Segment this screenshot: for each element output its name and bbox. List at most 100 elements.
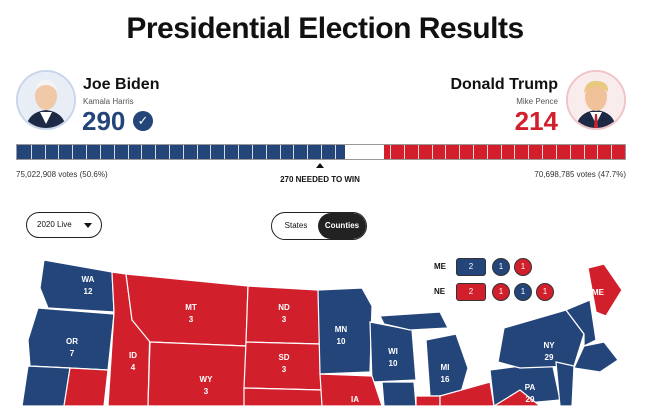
bar-separator [445,145,447,159]
bar-separator [293,145,295,159]
ne-district-2: 1 [514,283,532,301]
label-ny-ev: 29 [545,353,554,362]
state-ne-coast [573,341,619,373]
rep-electoral-votes: 214 [514,106,558,136]
ne-split-label: NE [434,287,446,296]
bar-separator [528,145,530,159]
dem-popular-votes: 75,022,908 votes (50.6%) [16,170,108,179]
label-me: ME [592,288,605,297]
me-total-box: 2 [456,258,486,276]
state-ne [243,387,325,406]
majority-marker-icon [316,163,324,168]
label-or: OR [66,337,78,346]
bar-separator [334,145,336,159]
ne-split-row[interactable]: NE 2 1 1 1 [434,283,564,303]
bar-separator [307,145,309,159]
bar-separator [169,145,170,159]
state-mi [425,333,469,397]
label-id-ev: 4 [131,363,136,372]
state-in [415,395,441,406]
rep-bar-segment [383,145,625,159]
state-wv [492,389,541,406]
trump-avatar [566,70,626,130]
bar-separator [58,145,60,159]
year-select[interactable]: 2020 Live [26,212,102,238]
label-mn-ev: 10 [337,337,346,346]
bar-separator [417,145,419,159]
bar-separator [238,145,240,159]
label-wy: WY [200,375,214,384]
bar-separator [390,145,392,159]
bar-separator [459,145,461,159]
label-ny: NY [543,341,555,350]
me-split-row[interactable]: ME 2 1 1 [434,258,544,278]
bar-separator [99,145,101,159]
label-mi-ev: 16 [441,375,450,384]
state-ia [319,373,383,406]
bar-separator [403,145,405,159]
bar-separator [583,145,585,159]
bar-separator [597,145,599,159]
label-id: ID [129,351,137,360]
state-ny [497,309,585,369]
dem-candidate-name: Joe Biden [83,76,160,93]
label-sd: SD [278,353,289,362]
view-toggle[interactable]: States Counties [271,212,367,240]
checkmark-icon: ✓ [133,111,153,131]
state-il [381,381,417,406]
bar-separator [86,145,88,159]
label-wa: WA [82,275,95,284]
rep-candidate-name: Donald Trump [450,76,558,93]
label-wi-ev: 10 [389,359,398,368]
label-nd: ND [278,303,290,312]
chevron-down-icon [84,223,92,228]
label-wy-ev: 3 [204,387,209,396]
bar-separator [321,145,322,159]
label-mn: MN [335,325,348,334]
bar-separator [611,145,613,159]
bar-separator [542,145,544,159]
bar-separator [141,145,143,159]
bar-separator [44,145,46,159]
label-mt-ev: 3 [189,315,194,324]
me-split-label: ME [434,262,446,271]
toggle-states[interactable]: States [284,221,308,230]
bar-separator [500,145,502,159]
undecided-bar-segment [344,145,384,159]
state-wy [147,341,247,406]
rep-popular-votes: 70,698,785 votes (47.7%) [534,170,626,179]
label-wa-ev: 12 [84,287,93,296]
state-ca [21,365,71,406]
ne-total-box: 2 [456,283,486,301]
me-district-1: 1 [492,258,510,276]
bar-separator [251,145,253,159]
label-pa: PA [525,383,536,392]
toggle-counties[interactable]: Counties [318,213,366,239]
bar-separator [514,145,516,159]
state-labels: WA 12 OR 7 ID 4 MT 3 WY 3 ND 3 SD 3 MN 1… [66,275,605,404]
bar-separator [72,145,74,159]
label-ia: IA [351,395,359,404]
electoral-vote-bar [16,144,626,160]
me-district-2: 1 [514,258,532,276]
state-oh [439,381,495,406]
bar-separator [555,145,557,159]
bar-separator [486,145,488,159]
needed-to-win-label: 270 NEEDED TO WIN [280,175,360,184]
bar-separator [30,145,32,159]
biden-avatar [16,70,76,130]
dem-electoral-votes: 290 [82,106,126,136]
bar-separator [210,145,212,159]
bar-separator [431,145,433,159]
ne-district-1: 1 [492,283,510,301]
bar-separator [279,145,281,159]
label-wi: WI [388,347,398,356]
label-mi: MI [441,363,450,372]
bar-separator [182,145,184,159]
bar-separator [569,145,571,159]
dem-bar-segment [17,145,345,159]
label-or-ev: 7 [70,349,75,358]
bar-separator [113,145,115,159]
bar-separator [127,145,129,159]
label-sd-ev: 3 [282,365,287,374]
